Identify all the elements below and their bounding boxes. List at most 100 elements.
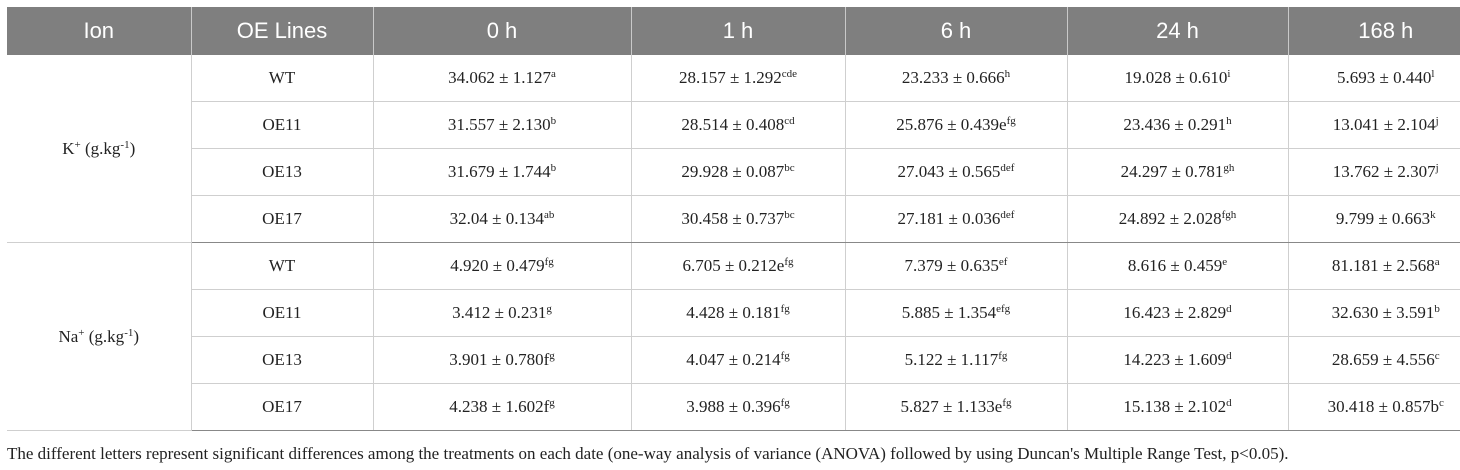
value-cell: 23.436 ± 0.291h <box>1066 101 1288 149</box>
header-0h: 0 h <box>372 7 631 55</box>
significance-letters: cd <box>784 115 795 127</box>
significance-letters: fg <box>784 256 794 268</box>
value-cell: 29.928 ± 0.087bc <box>630 148 845 196</box>
mean-sd-value: 14.223 ± 1.609 <box>1123 350 1227 369</box>
value-cell: 8.616 ± 0.459e <box>1066 242 1288 290</box>
value-cell: 4.047 ± 0.214fg <box>630 336 845 384</box>
table-row: OE17 32.04 ± 0.134ab 30.458 ± 0.737bc 27.18… <box>7 195 1460 243</box>
significance-letters: h <box>1004 68 1011 80</box>
mean-sd-value: 5.122 ± 1.117 <box>904 350 999 369</box>
value-cell: 27.181 ± 0.036def <box>844 195 1067 243</box>
significance-letters: gh <box>1223 162 1235 174</box>
value-cell: 30.458 ± 0.737bc <box>630 195 845 243</box>
value-cell: 3.901 ± 0.780fg <box>372 336 631 384</box>
mean-sd-value: 4.920 ± 0.479 <box>450 256 545 275</box>
significance-letters: k <box>1430 209 1436 221</box>
significance-letters: bc <box>784 162 795 174</box>
value-cell: 13.041 ± 2.104j <box>1287 101 1460 149</box>
significance-letters: e <box>1222 256 1228 268</box>
table-row: OE17 4.238 ± 1.602fg 3.988 ± 0.396fg 5.827 … <box>7 383 1460 431</box>
value-cell: 9.799 ± 0.663k <box>1287 195 1460 243</box>
header-oe-lines: OE Lines <box>190 7 373 55</box>
mean-sd-value: 9.799 ± 0.663 <box>1335 209 1431 228</box>
value-cell: 32.04 ± 0.134ab <box>372 195 631 243</box>
mean-sd-value: 4.428 ± 0.181 <box>686 303 781 322</box>
value-cell: 81.181 ± 2.568a <box>1287 242 1460 290</box>
table-row: OE11 3.412 ± 0.231g 4.428 ± 0.181fg 5.885 ±… <box>7 289 1460 337</box>
header-24h: 24 h <box>1066 7 1288 55</box>
significance-letters: a <box>550 68 556 80</box>
mean-sd-value: 24.892 ± 2.028 <box>1118 209 1222 228</box>
significance-letters: d <box>1226 397 1232 409</box>
mean-sd-value: 13.762 ± 2.307 <box>1332 162 1436 181</box>
significance-letters: i <box>1227 68 1231 80</box>
table-body: K+ (g.kg-1) WT 34.062 ± 1.127a 28.157 ± 1.2… <box>7 55 1460 431</box>
mean-sd-value: 31.679 ± 1.744 <box>447 162 551 181</box>
significance-letters: b <box>1434 303 1440 315</box>
ion-unit: (g.kg <box>84 326 125 346</box>
value-cell: 4.920 ± 0.479fg <box>372 242 631 290</box>
significance-letters: b <box>550 115 557 127</box>
value-cell: 16.423 ± 2.829d <box>1066 289 1288 337</box>
mean-sd-value: 28.514 ± 0.408 <box>681 115 785 134</box>
oe-line-label: OE13 <box>190 148 373 196</box>
significance-letters: ef <box>998 256 1008 268</box>
mean-sd-value: 4.238 ± 1.602f <box>449 397 550 416</box>
significance-letters: ab <box>543 209 555 221</box>
oe-line-label: OE11 <box>190 101 373 149</box>
significance-letters: fg <box>780 303 790 315</box>
significance-letters: l <box>1431 68 1435 80</box>
mean-sd-value: 27.181 ± 0.036 <box>897 209 1001 228</box>
value-cell: 27.043 ± 0.565def <box>844 148 1067 196</box>
value-cell: 6.705 ± 0.212efg <box>630 242 845 290</box>
header-ion: Ion <box>7 7 191 55</box>
ion-charge: + <box>78 326 85 339</box>
mean-sd-value: 23.233 ± 0.666 <box>901 68 1005 87</box>
mean-sd-value: 5.885 ± 1.354 <box>901 303 997 322</box>
mean-sd-value: 8.616 ± 0.459 <box>1127 256 1223 275</box>
mean-sd-value: 30.458 ± 0.737 <box>681 209 785 228</box>
significance-letters: j <box>1435 162 1439 174</box>
oe-line-label: WT <box>190 242 373 290</box>
mean-sd-value: 3.901 ± 0.780f <box>449 350 550 369</box>
mean-sd-value: 30.418 ± 0.857b <box>1327 397 1439 416</box>
ion-unit-exponent: -1 <box>120 138 130 151</box>
mean-sd-value: 32.04 ± 0.134 <box>449 209 544 228</box>
significance-letters: g <box>549 350 555 362</box>
value-cell: 5.885 ± 1.354efg <box>844 289 1067 337</box>
value-cell: 13.762 ± 2.307j <box>1287 148 1460 196</box>
mean-sd-value: 7.379 ± 0.635 <box>904 256 999 275</box>
table-row: Na+ (g.kg-1) WT 4.920 ± 0.479fg 6.705 ± 0.2… <box>7 242 1460 431</box>
mean-sd-value: 24.297 ± 0.781 <box>1120 162 1224 181</box>
mean-sd-value: 3.412 ± 0.231 <box>452 303 547 322</box>
value-cell: 14.223 ± 1.609d <box>1066 336 1288 384</box>
table-row: OE13 31.679 ± 1.744b 29.928 ± 0.087bc 27.04… <box>7 148 1460 196</box>
ion-content-table: Ion OE Lines 0 h 1 h 6 h 24 h 168 h K+ (… <box>7 7 1460 431</box>
mean-sd-value: 3.988 ± 0.396 <box>686 397 781 416</box>
mean-sd-value: 25.876 ± 0.439e <box>896 115 1007 134</box>
data-table-container: Ion OE Lines 0 h 1 h 6 h 24 h 168 h K+ (… <box>7 7 1460 431</box>
mean-sd-value: 6.705 ± 0.212e <box>682 256 785 275</box>
ion-unit-close: ) <box>129 138 136 158</box>
header-1h: 1 h <box>630 7 845 55</box>
value-cell: 23.233 ± 0.666h <box>844 55 1067 102</box>
ion-symbol: Na <box>58 326 79 346</box>
significance-letters: cde <box>781 68 798 80</box>
oe-line-label: OE11 <box>190 289 373 337</box>
significance-letters: def <box>1000 209 1015 221</box>
ion-charge: + <box>74 138 81 151</box>
value-cell: 19.028 ± 0.610i <box>1066 55 1288 102</box>
significance-letters: a <box>1434 256 1440 268</box>
value-cell: 4.238 ± 1.602fg <box>372 383 631 431</box>
ion-symbol: K <box>62 138 75 158</box>
mean-sd-value: 16.423 ± 2.829 <box>1123 303 1227 322</box>
significance-letters: fg <box>780 397 790 409</box>
value-cell: 32.630 ± 3.591b <box>1287 289 1460 337</box>
significance-letters: g <box>549 397 555 409</box>
significance-letters: h <box>1226 115 1232 127</box>
value-cell: 28.157 ± 1.292cde <box>630 55 845 102</box>
table-footnote: The different letters represent signific… <box>7 444 1289 463</box>
mean-sd-value: 5.693 ± 0.440 <box>1337 68 1432 87</box>
oe-line-label: OE13 <box>190 336 373 384</box>
significance-letters: efg <box>996 303 1011 315</box>
